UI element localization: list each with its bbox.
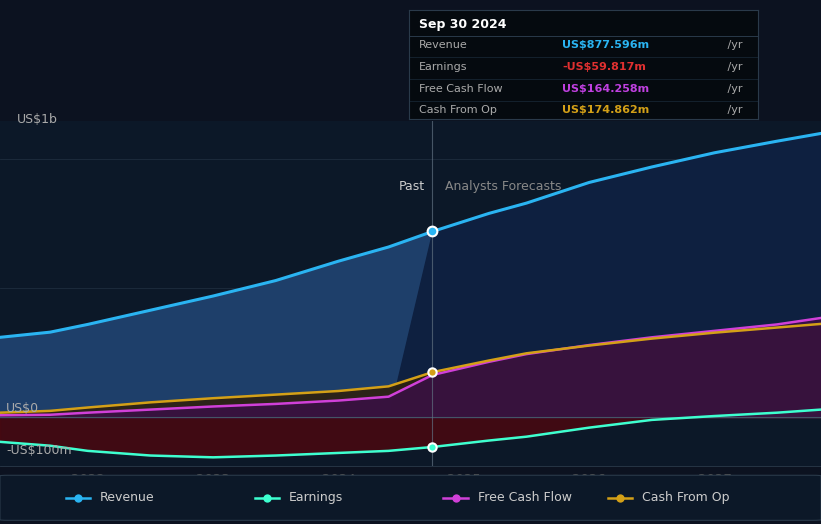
Text: Analysts Forecasts: Analysts Forecasts (445, 180, 562, 193)
Text: Free Cash Flow: Free Cash Flow (478, 492, 571, 504)
Text: US$0: US$0 (7, 402, 39, 415)
Text: Revenue: Revenue (100, 492, 155, 504)
Text: US$164.258m: US$164.258m (562, 83, 649, 93)
Text: Free Cash Flow: Free Cash Flow (420, 83, 503, 93)
Text: US$1b: US$1b (16, 113, 57, 126)
Text: Cash From Op: Cash From Op (642, 492, 730, 504)
Text: -US$100m: -US$100m (7, 444, 72, 457)
Text: Cash From Op: Cash From Op (420, 105, 498, 115)
Text: Earnings: Earnings (289, 492, 343, 504)
Text: /yr: /yr (723, 62, 742, 72)
Text: US$877.596m: US$877.596m (562, 40, 649, 50)
Text: -US$59.817m: -US$59.817m (562, 62, 646, 72)
Text: Earnings: Earnings (420, 62, 468, 72)
Text: /yr: /yr (723, 83, 742, 93)
Text: Revenue: Revenue (420, 40, 468, 50)
Text: /yr: /yr (723, 40, 742, 50)
Text: Past: Past (399, 180, 425, 193)
Text: US$174.862m: US$174.862m (562, 105, 649, 115)
Text: Sep 30 2024: Sep 30 2024 (420, 18, 507, 31)
Text: /yr: /yr (723, 105, 742, 115)
FancyBboxPatch shape (0, 475, 821, 520)
